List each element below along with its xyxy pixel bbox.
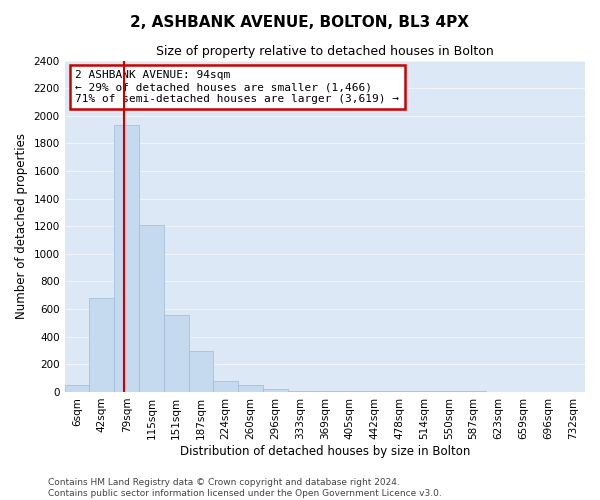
- Bar: [188, 350, 214, 392]
- Bar: [214, 381, 238, 392]
- X-axis label: Distribution of detached houses by size in Bolton: Distribution of detached houses by size …: [179, 444, 470, 458]
- Text: 2 ASHBANK AVENUE: 94sqm
← 29% of detached houses are smaller (1,466)
71% of semi: 2 ASHBANK AVENUE: 94sqm ← 29% of detache…: [75, 70, 399, 104]
- Text: Contains HM Land Registry data © Crown copyright and database right 2024.
Contai: Contains HM Land Registry data © Crown c…: [48, 478, 442, 498]
- Bar: [139, 225, 164, 392]
- Bar: [313, 391, 337, 392]
- Bar: [263, 389, 287, 392]
- Bar: [287, 390, 313, 392]
- Bar: [337, 391, 362, 392]
- Text: 2, ASHBANK AVENUE, BOLTON, BL3 4PX: 2, ASHBANK AVENUE, BOLTON, BL3 4PX: [131, 15, 470, 30]
- Bar: [238, 385, 263, 392]
- Bar: [89, 298, 114, 392]
- Title: Size of property relative to detached houses in Bolton: Size of property relative to detached ho…: [156, 45, 494, 58]
- Bar: [164, 314, 188, 392]
- Bar: [114, 126, 139, 392]
- Bar: [65, 385, 89, 392]
- Y-axis label: Number of detached properties: Number of detached properties: [15, 134, 28, 320]
